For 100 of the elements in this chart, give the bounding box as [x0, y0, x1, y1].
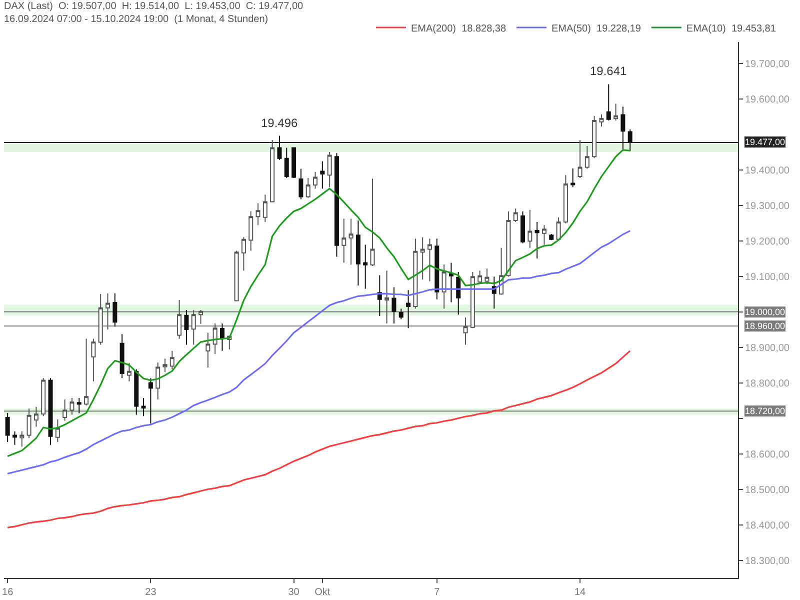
candlestick: [298, 168, 304, 200]
candlestick: [141, 398, 146, 417]
line-series: [6, 350, 631, 528]
y-tick-label: 18.400,00: [745, 520, 790, 532]
candlestick: [12, 430, 17, 446]
x-tick-label: 30: [288, 587, 300, 598]
candlestick: [542, 224, 546, 246]
candlestick: [148, 378, 153, 424]
candlestick: [520, 210, 526, 244]
candlestick: [348, 218, 354, 266]
ref-line-label: 19.477,00: [745, 137, 786, 147]
candlestick: [41, 378, 46, 417]
candlestick: [256, 202, 260, 226]
legend-label: EMA(50) 19.228,19: [551, 23, 642, 34]
y-tick-label: 19.100,00: [745, 272, 790, 283]
candlestick: [620, 106, 626, 150]
ref-line-label: 18.720,00: [745, 406, 786, 416]
candlestick: [628, 128, 632, 152]
candlestick: [34, 406, 38, 428]
candlestick: [584, 146, 590, 170]
y-tick-label: 19.700,00: [745, 58, 790, 70]
candlestick: [556, 216, 561, 240]
candlestick: [191, 310, 196, 346]
candlestick: [198, 310, 204, 324]
candlestick: [484, 268, 490, 285]
candlestick: [614, 103, 618, 121]
legend-label: EMA(200) 18.828,38: [411, 23, 506, 34]
candlestick: [91, 338, 96, 382]
candlestick: [292, 147, 296, 178]
candlestick: [277, 135, 282, 160]
x-tick-label: Okt: [314, 587, 330, 598]
legend-label: EMA(10) 19.453,81: [686, 23, 776, 34]
chart-title: DAX (Last) O: 19.507,00 H: 19.514,00 L: 19.453,00 C: 19.477,00: [4, 1, 304, 12]
annotation: 19.641: [590, 64, 628, 78]
candlestick: [5, 412, 10, 443]
y-tick-label: 19.300,00: [745, 200, 790, 212]
candlestick: [134, 368, 139, 416]
candlestick: [606, 84, 611, 121]
candlestick: [377, 274, 382, 317]
candlestick: [270, 139, 275, 203]
candlestick: [320, 160, 325, 190]
candlestick: [234, 250, 239, 302]
candlestick: [406, 290, 411, 329]
candlestick: [570, 168, 576, 188]
candlestick: [578, 139, 582, 178]
candlestick: [206, 332, 210, 368]
candlestick: [599, 114, 604, 127]
candlestick: [170, 350, 174, 370]
y-tick-label: 18.500,00: [745, 484, 790, 496]
candlestick: [241, 236, 246, 272]
candlestick: [120, 334, 124, 379]
candlestick: [248, 210, 254, 252]
candlestick: [463, 316, 468, 346]
candlestick: [98, 294, 103, 346]
candlestick: [413, 238, 418, 310]
candlestick: [384, 270, 390, 324]
candlestick: [220, 322, 224, 352]
x-tick-label: 7: [434, 587, 440, 598]
chart-subtitle: 16.09.2024 07:00 - 15.10.2024 19:00 (1 Monat, 4 Stunden): [4, 14, 268, 25]
candlestick: [334, 152, 339, 258]
candlestick: [342, 218, 346, 264]
candlestick: [592, 115, 597, 159]
candlestick: [84, 338, 89, 406]
candlestick: [48, 378, 53, 446]
line-series: [6, 230, 631, 474]
candlestick: [177, 300, 182, 340]
y-tick-label: 18.600,00: [745, 449, 790, 460]
x-tick-label: 16: [2, 587, 14, 598]
candlestick: [563, 174, 568, 224]
candlestick: [448, 262, 454, 303]
candlestick: [392, 286, 396, 324]
candlestick: [20, 430, 24, 448]
candlestick: [534, 221, 540, 260]
candlestick: [26, 408, 32, 439]
candlestick: [513, 208, 518, 222]
candlestick: [112, 292, 118, 328]
candlestick: [456, 272, 461, 316]
candlestick: [62, 398, 68, 422]
candlestick: [70, 398, 74, 416]
candlestick: [434, 238, 440, 300]
candlestick: [106, 292, 110, 330]
candlestick: [363, 244, 368, 290]
y-tick-label: 19.200,00: [745, 236, 790, 248]
candlestick: [212, 322, 218, 355]
candlestick: [306, 177, 310, 198]
candlestick: [442, 264, 446, 310]
annotation: 19.496: [261, 116, 298, 130]
candlestick: [356, 220, 360, 286]
candlestick: [184, 310, 189, 346]
line-series: [6, 149, 631, 458]
candlestick: [470, 272, 475, 329]
candlestick: [549, 234, 554, 241]
x-tick-label: 23: [145, 587, 157, 598]
candlestick: [126, 362, 132, 382]
candlestick: [370, 178, 375, 266]
y-tick-label: 18.800,00: [745, 378, 790, 390]
y-tick-label: 18.900,00: [745, 342, 790, 354]
candlestick: [398, 308, 404, 320]
y-tick-label: 19.400,00: [745, 165, 790, 176]
candlestick: [327, 152, 332, 188]
